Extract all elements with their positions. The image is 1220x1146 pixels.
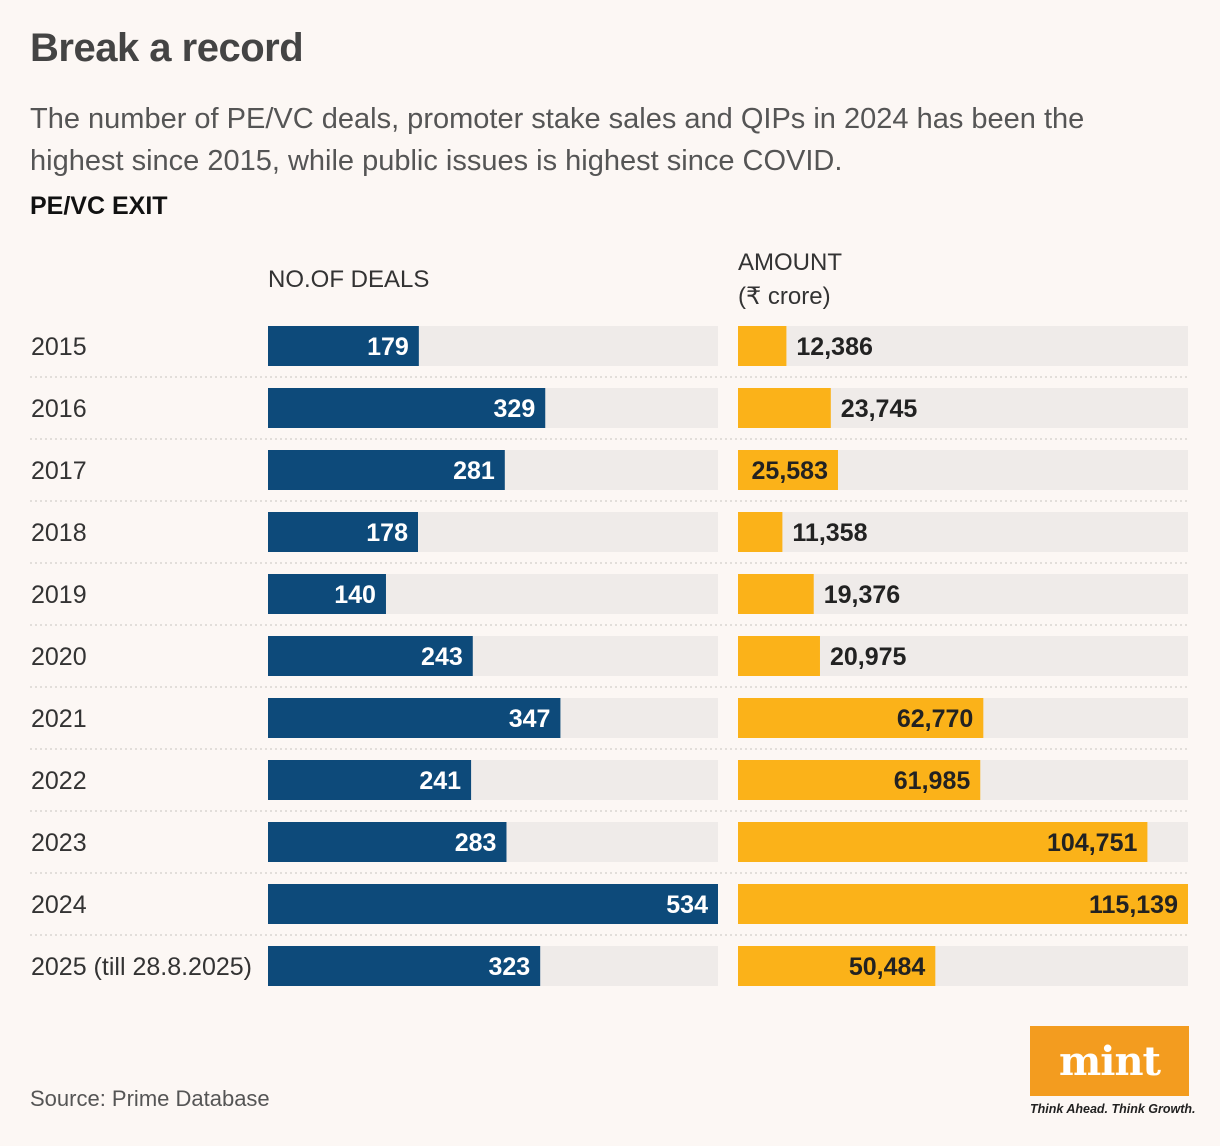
amount-value-label: 12,386 xyxy=(796,333,872,361)
deals-value-label: 534 xyxy=(666,891,708,919)
amount-value-label: 61,985 xyxy=(894,767,971,795)
category-label: 2015 xyxy=(31,333,87,361)
deals-value-label: 281 xyxy=(453,457,495,485)
deals-bar xyxy=(268,946,541,986)
amount-bar xyxy=(738,822,1148,862)
chart-subtitle: The number of PE/VC deals, promoter stak… xyxy=(30,103,1085,177)
deals-value-label: 179 xyxy=(367,333,409,361)
deals-value-label: 283 xyxy=(455,829,497,857)
amount-value-label: 23,745 xyxy=(841,395,918,423)
amount-bar xyxy=(738,388,831,428)
amount-bar xyxy=(738,326,787,366)
amount-bar xyxy=(738,884,1188,924)
category-label: 2019 xyxy=(31,581,87,609)
logo-text: mint xyxy=(1058,1037,1161,1085)
deals-bar xyxy=(268,760,472,800)
amount-value-label: 20,975 xyxy=(830,643,907,671)
amount-bar xyxy=(738,946,936,986)
deals-bar xyxy=(268,388,546,428)
deals-bar xyxy=(268,450,505,490)
chart-title: Break a record xyxy=(30,26,304,70)
amount-header-line2: (₹ crore) xyxy=(738,283,831,310)
deals-column-header: NO.OF DEALS xyxy=(268,266,430,293)
category-label: 2023 xyxy=(31,829,87,857)
deals-bar xyxy=(268,512,418,552)
bar-chart: 2015 179 12,386 2016 329 23,745 2017 281 25,583 2… xyxy=(30,326,1188,986)
category-label: 2020 xyxy=(31,643,87,671)
amount-value-label: 25,583 xyxy=(752,457,828,485)
amount-bar xyxy=(738,760,981,800)
category-label: 2018 xyxy=(31,519,87,547)
category-label: 2022 xyxy=(31,767,87,795)
mint-logo: mint xyxy=(1030,1026,1189,1096)
deals-bar xyxy=(268,326,419,366)
amount-track xyxy=(738,512,1188,552)
amount-bar xyxy=(738,698,984,738)
category-label: 2024 xyxy=(31,891,87,919)
deals-value-label: 323 xyxy=(488,953,530,981)
amount-bar xyxy=(738,574,814,614)
deals-bar xyxy=(268,636,473,676)
deals-bar xyxy=(268,698,561,738)
amount-column-header: AMOUNT (₹ crore) xyxy=(738,246,842,314)
deals-value-label: 329 xyxy=(494,395,536,423)
source-note: Source: Prime Database xyxy=(30,1086,270,1111)
amount-value-label: 62,770 xyxy=(897,705,973,733)
deals-bar xyxy=(268,884,718,924)
amount-bar xyxy=(738,512,783,552)
amount-bar xyxy=(738,636,820,676)
amount-value-label: 11,358 xyxy=(792,519,867,547)
amount-value-label: 104,751 xyxy=(1047,829,1137,857)
section-heading: PE/VC EXIT xyxy=(30,192,168,220)
deals-value-label: 347 xyxy=(509,705,551,733)
logo-tagline: Think Ahead. Think Growth. xyxy=(1030,1102,1196,1116)
amount-value-label: 115,139 xyxy=(1089,891,1178,919)
deals-value-label: 140 xyxy=(334,581,376,609)
amount-value-label: 50,484 xyxy=(849,953,926,981)
category-label: 2025 (till 28.8.2025) xyxy=(31,953,252,981)
deals-bar xyxy=(268,574,386,614)
category-label: 2017 xyxy=(31,457,87,485)
deals-bar xyxy=(268,822,507,862)
deals-value-label: 178 xyxy=(366,519,408,547)
deals-value-label: 241 xyxy=(419,767,461,795)
amount-track xyxy=(738,326,1188,366)
amount-value-label: 19,376 xyxy=(824,581,900,609)
amount-header-line1: AMOUNT xyxy=(738,249,842,276)
amount-bar xyxy=(738,450,838,490)
deals-value-label: 243 xyxy=(421,643,463,671)
category-label: 2016 xyxy=(31,395,87,423)
category-label: 2021 xyxy=(31,705,87,733)
